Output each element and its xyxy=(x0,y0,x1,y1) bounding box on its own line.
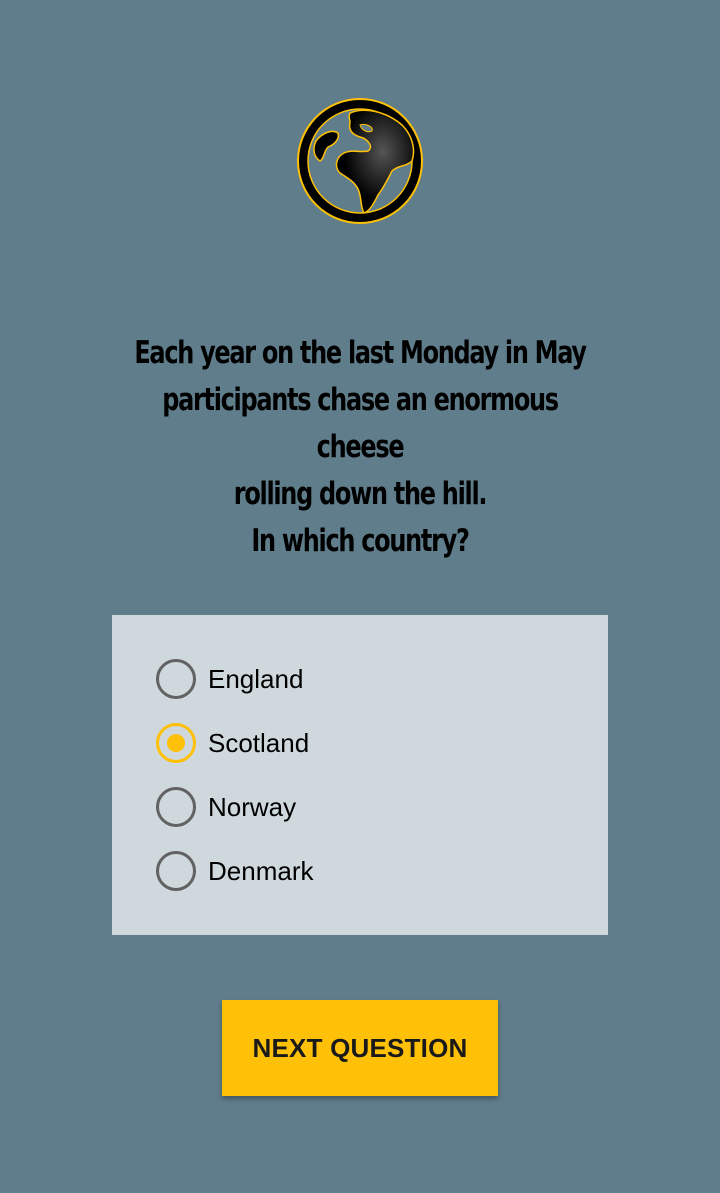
radio-button-selected[interactable] xyxy=(156,723,196,763)
option-label: Scotland xyxy=(208,727,310,758)
question-line: participants chase an enormous cheese xyxy=(162,382,559,465)
option-scotland[interactable]: Scotland xyxy=(156,721,309,765)
option-norway[interactable]: Norway xyxy=(156,785,296,829)
option-label: Norway xyxy=(208,791,297,822)
option-denmark[interactable]: Denmark xyxy=(156,849,313,893)
radio-button[interactable] xyxy=(156,659,196,699)
radio-button[interactable] xyxy=(156,851,196,891)
option-label: England xyxy=(208,663,304,694)
option-england[interactable]: England xyxy=(156,657,303,701)
question-line: rolling down the hill. xyxy=(233,476,488,512)
globe-icon xyxy=(294,95,426,227)
question-text: Each year on the last Monday in May part… xyxy=(119,330,601,565)
option-label: Denmark xyxy=(208,855,314,886)
answer-options-card: England Scotland Norway Denmark xyxy=(112,615,608,935)
question-line: Each year on the last Monday in May xyxy=(134,335,587,371)
radio-button[interactable] xyxy=(156,787,196,827)
next-question-button[interactable]: NEXT QUESTION xyxy=(222,1000,498,1096)
question-line: In which country? xyxy=(251,523,469,559)
